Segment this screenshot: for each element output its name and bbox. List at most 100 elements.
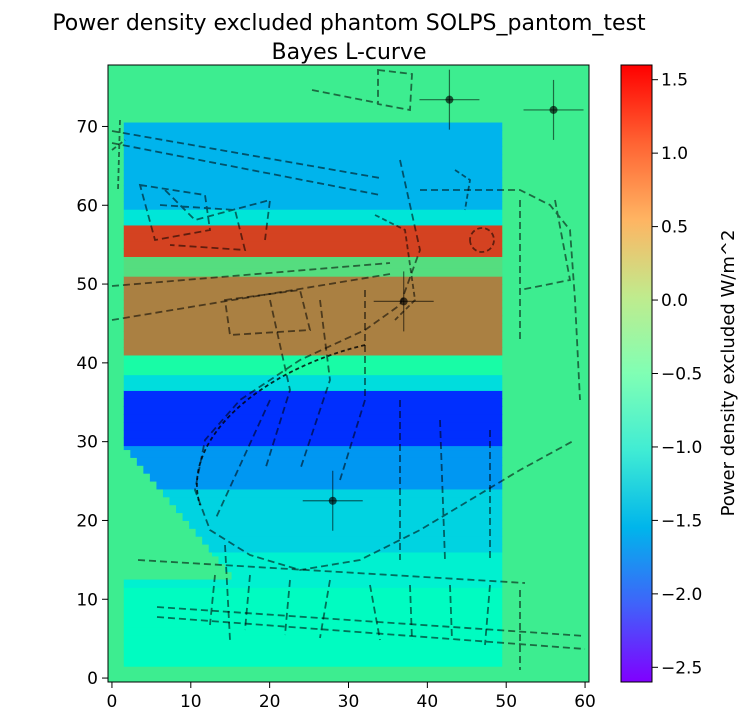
heatmap-cell: [123, 366, 503, 376]
heatmap-cell: [182, 512, 503, 521]
heatmap-cell: [123, 260, 503, 269]
overlay-line: [209, 544, 521, 670]
heatmap-cell: [123, 291, 503, 301]
colorbar-tick-label: 1.5: [661, 71, 688, 91]
colorbar-tick-label: 1.0: [661, 144, 688, 164]
heatmap-cell: [123, 284, 503, 293]
colorbar-tick-label: 0.5: [661, 218, 688, 238]
heatmap-cell: [136, 457, 503, 466]
y-tick-label: 50: [76, 275, 98, 295]
heatmap-cell: [123, 406, 503, 415]
x-tick-label: 10: [180, 692, 202, 712]
heatmap-cell: [123, 217, 503, 226]
heatmap-cell: [123, 398, 503, 407]
colorbar-label: Power density excluded W/m^2: [718, 230, 739, 517]
y-tick-label: 0: [87, 669, 98, 689]
heatmap-cell: [123, 315, 503, 324]
x-tick-label: 50: [495, 692, 517, 712]
colorbar-tick-label: 0.0: [661, 291, 688, 311]
heatmap-cell: [123, 650, 503, 659]
heatmap-cell: [123, 209, 503, 218]
heatmap-cell: [123, 299, 503, 309]
markers: [302, 69, 584, 531]
heatmap-cell: [123, 358, 503, 368]
x-tick-label: 20: [259, 692, 281, 712]
y-tick-label: 70: [76, 117, 98, 137]
heatmap-cell: [123, 339, 503, 348]
x-tick-label: 60: [574, 692, 596, 712]
colorbar-tick-label: −1.0: [661, 438, 702, 458]
geometry-overlay: [111, 68, 586, 670]
y-tick-label: 60: [76, 196, 98, 216]
heatmap-cell: [123, 611, 503, 620]
heatmap-cell: [123, 256, 503, 261]
heatmap-cell: [123, 307, 503, 317]
heatmap-cell: [123, 276, 503, 285]
x-tick-label: 40: [417, 692, 439, 712]
heatmap-cell: [123, 185, 503, 194]
overlay-line: [111, 119, 126, 191]
colorbar: 1.5 1.0 0.5 0.0 −0.5 −1.0 −1.5 −2.0 −2.5 Power d…: [620, 64, 739, 683]
heatmap-cell: [123, 445, 503, 451]
chart-title: Power density excluded phantom SOLPS_pan…: [52, 11, 646, 36]
colorbar-ticks: 1.5 1.0 0.5 0.0 −0.5 −1.0 −1.5 −2.0 −2.5: [652, 71, 702, 678]
heatmap-cell: [123, 587, 503, 596]
chart-subtitle: Bayes L-curve: [271, 40, 426, 65]
heatmap-cell: [123, 138, 503, 147]
heatmap-cell: [123, 634, 503, 644]
heatmap-cell: [123, 130, 503, 139]
overlay-line: [214, 290, 491, 561]
heatmap-cell: [123, 347, 503, 356]
overlay-line: [194, 159, 576, 571]
heatmap-cell: [123, 201, 503, 210]
heatmap-cell: [208, 544, 503, 553]
heatmap-cell: [123, 193, 503, 202]
heatmap-cell: [130, 449, 503, 458]
heatmap-cell: [123, 642, 503, 651]
heatmap-cell: [123, 414, 503, 423]
heatmap-cell: [123, 618, 503, 628]
overlay-line: [374, 169, 495, 321]
heatmap-cell: [123, 354, 503, 360]
heatmap-cell: [149, 473, 503, 482]
heatmap-cell: [123, 323, 503, 332]
heatmap-cell: [123, 626, 503, 636]
colorbar-tick-label: −2.5: [661, 658, 702, 678]
x-tick-label: 30: [338, 692, 360, 712]
overlay-line: [138, 183, 312, 336]
heatmap-cell: [176, 504, 503, 514]
heatmap-cell: [202, 536, 503, 545]
marker-point: [328, 496, 337, 505]
plot-area: [107, 64, 590, 683]
heatmap-cell: [123, 331, 503, 340]
heatmap-cell: [123, 595, 503, 604]
heatmap-cell: [123, 421, 503, 431]
colorbar-tick-label: −0.5: [661, 365, 702, 385]
heatmap-cell: [123, 374, 503, 384]
heatmap-cell: [123, 382, 503, 391]
heatmap-cell: [123, 248, 503, 257]
heatmap-cell: [123, 232, 503, 242]
heatmap-cell: [195, 528, 503, 537]
heatmap-cell: [123, 154, 503, 163]
y-tick-label: 20: [76, 511, 98, 531]
marker-point: [445, 95, 454, 104]
y-tick-label: 40: [76, 354, 98, 374]
overlay-line: [111, 130, 586, 650]
y-tick-label: 10: [76, 590, 98, 610]
colorbar-tick-label: −1.5: [661, 511, 702, 531]
heatmap-cell: [211, 551, 503, 557]
x-tick-label: 0: [107, 692, 118, 712]
heatmap-cell: [231, 571, 503, 581]
heatmap-cell: [123, 437, 503, 447]
heatmap-cell: [123, 240, 503, 250]
heatmap-cell: [189, 520, 503, 529]
marker-point: [549, 105, 558, 114]
colorbar-gradient: [620, 64, 653, 683]
x-axis: 0 10 20 30 40 50 60: [107, 682, 596, 712]
heatmap-cell: [123, 429, 503, 439]
heatmap-cell: [123, 658, 503, 667]
colorbar-tick-label: −2.0: [661, 585, 702, 605]
heatmap-cell: [123, 146, 503, 155]
